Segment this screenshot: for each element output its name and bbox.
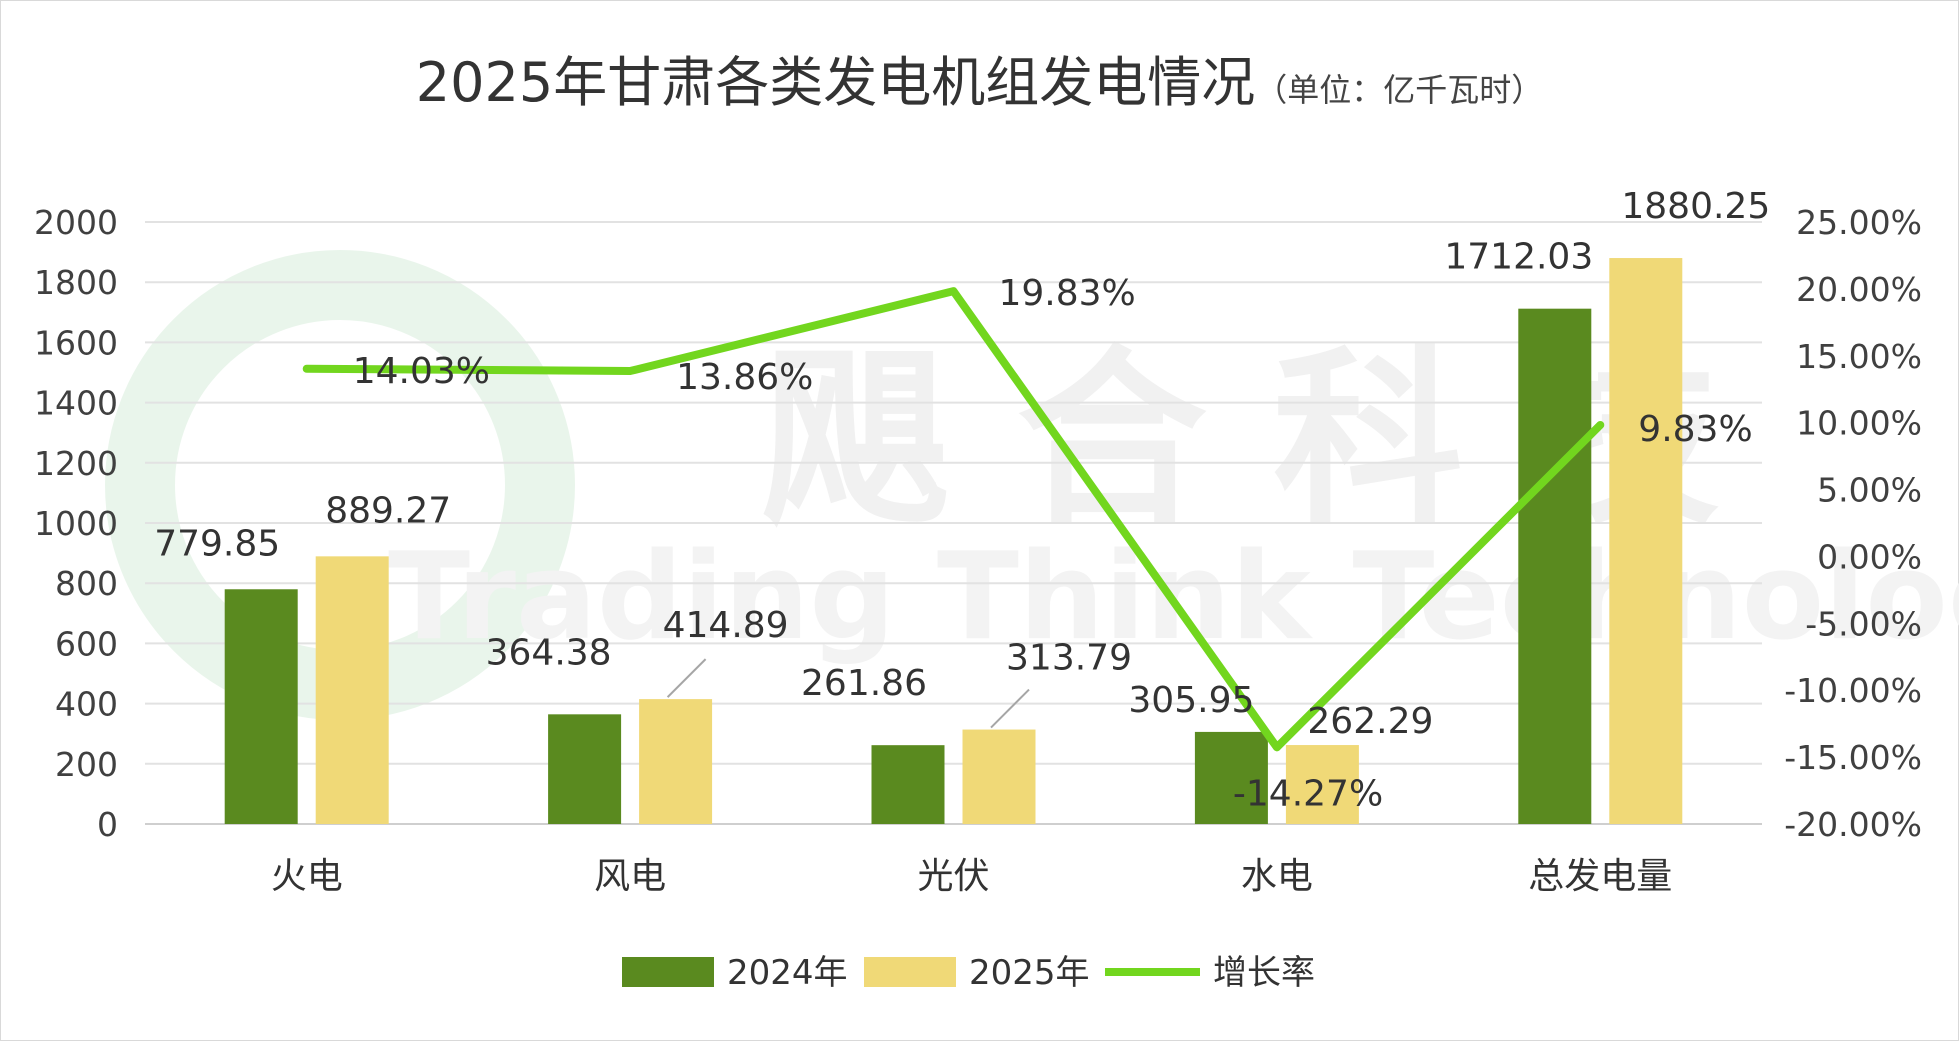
bar-2024年 (1194, 731, 1268, 824)
data-label-2024: 1712.03 (1444, 237, 1593, 278)
legend-swatch-2025 (864, 957, 956, 987)
y-right-tick-label: 10.00% (1796, 404, 1922, 443)
bar-2025年 (962, 729, 1036, 824)
chart-title: 2025年甘肃各类发电机组发电情况 (415, 51, 1256, 114)
y-left-tick-label: 600 (55, 624, 118, 663)
y-right-tick-label: 0.00% (1817, 537, 1922, 576)
bar-2025年 (315, 556, 389, 824)
data-label-2025: 1880.25 (1621, 186, 1770, 227)
y-left-tick-label: 200 (55, 745, 118, 784)
x-category-label: 水电 (1241, 856, 1313, 897)
y-left-tick-label: 1800 (34, 263, 118, 302)
y-right-tick-label: -5.00% (1805, 604, 1922, 643)
data-label-2024: 261.86 (801, 663, 927, 704)
y-right-tick-label: 5.00% (1817, 471, 1922, 510)
data-label-2025: 889.27 (325, 490, 451, 531)
x-category-label: 光伏 (917, 856, 989, 897)
bar-2024年 (1518, 308, 1592, 824)
data-label-growth: -14.27% (1233, 773, 1383, 814)
y-right-tick-label: 25.00% (1796, 203, 1922, 242)
y-right-tick-label: 15.00% (1796, 337, 1922, 376)
data-label-growth: 9.83% (1638, 409, 1752, 450)
axes: 0 200 400 600 800 1000 1200 1400 1600 1800 2000 -20… (34, 203, 1922, 897)
chart-title-block: 2025年甘肃各类发电机组发电情况（单位：亿千瓦时） (0, 38, 1959, 117)
data-label-growth: 19.83% (999, 273, 1136, 314)
data-label-growth: 13.86% (676, 357, 813, 398)
data-label-2024: 779.85 (154, 523, 280, 564)
bar-2025年 (1285, 745, 1359, 824)
legend-label-2024: 2024年 (727, 953, 848, 993)
bar-2024年 (224, 589, 298, 824)
y-right-tick-label: -10.00% (1784, 671, 1922, 710)
legend-label-growth: 增长率 (1213, 953, 1315, 993)
leader-line (990, 688, 1030, 729)
y-right-tick-label: -20.00% (1784, 805, 1922, 844)
leader-line (666, 658, 707, 698)
label-leader-lines (666, 658, 1030, 729)
bar-2025年 (1609, 258, 1683, 824)
chart-unit: （单位：亿千瓦时） (1255, 71, 1544, 109)
bar-2024年 (548, 714, 622, 824)
y-left-tick-label: 1200 (34, 444, 118, 483)
growth-line (302, 287, 1605, 752)
y-left-tick-label: 1000 (34, 504, 118, 543)
x-category-label: 火电 (271, 856, 343, 897)
legend-swatch-2024 (622, 957, 714, 987)
data-label-2025: 313.79 (1006, 638, 1132, 679)
growth-line-series (302, 287, 1605, 752)
y-left-tick-label: 400 (55, 685, 118, 724)
data-label-2025: 414.89 (663, 605, 789, 646)
x-category-label: 总发电量 (1528, 856, 1672, 897)
y-left-tick-label: 0 (97, 805, 118, 844)
y-left-tick-label: 800 (55, 564, 118, 603)
data-label-2025: 262.29 (1307, 701, 1433, 742)
y-left-tick-label: 2000 (34, 203, 118, 242)
y-left-tick-label: 1400 (34, 384, 118, 423)
gridlines (145, 221, 1762, 825)
bar-2024年 (871, 745, 945, 824)
data-label-2024: 364.38 (486, 632, 612, 673)
legend-label-2025: 2025年 (969, 953, 1090, 993)
bar-2025年 (639, 699, 713, 824)
legend: 2024年 2025年 增长率 (622, 953, 1315, 993)
data-label-2024: 305.95 (1128, 680, 1254, 721)
data-labels: 779.85 889.27 364.38 414.89 261.86 313.79305.… (154, 186, 1770, 814)
y-right-tick-label: -15.00% (1784, 738, 1922, 777)
x-category-label: 风电 (594, 856, 666, 897)
bars (224, 258, 1683, 824)
y-left-tick-label: 1600 (34, 323, 118, 362)
watermark-logo-inner (290, 380, 470, 560)
y-right-tick-label: 20.00% (1796, 270, 1922, 309)
data-label-growth: 14.03% (353, 351, 490, 392)
